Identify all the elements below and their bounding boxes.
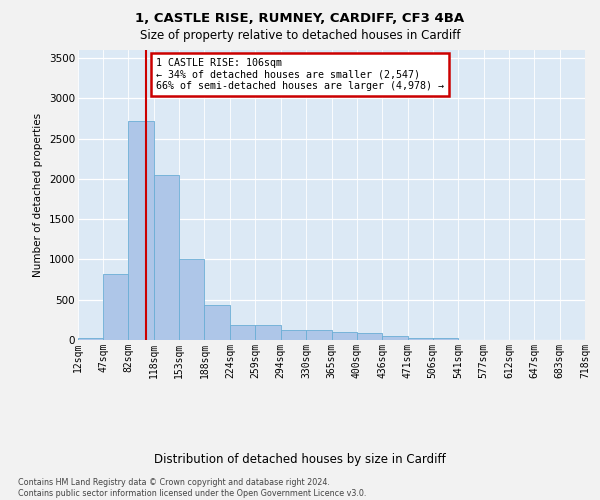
Bar (230, 324, 256, 340)
Bar (407, 338, 433, 340)
Bar (382, 336, 407, 340)
Bar (256, 324, 281, 340)
Text: Distribution of detached houses by size in Cardiff: Distribution of detached houses by size … (154, 452, 446, 466)
Bar (281, 330, 307, 340)
Bar (433, 338, 458, 340)
Text: 1, CASTLE RISE, RUMNEY, CARDIFF, CF3 4BA: 1, CASTLE RISE, RUMNEY, CARDIFF, CF3 4BA (136, 12, 464, 26)
Bar (205, 306, 230, 340)
Y-axis label: Number of detached properties: Number of detached properties (34, 113, 43, 277)
Bar (356, 333, 382, 340)
Bar (307, 330, 331, 340)
Text: Contains HM Land Registry data © Crown copyright and database right 2024.
Contai: Contains HM Land Registry data © Crown c… (18, 478, 367, 498)
Text: 1 CASTLE RISE: 106sqm
← 34% of detached houses are smaller (2,547)
66% of semi-d: 1 CASTLE RISE: 106sqm ← 34% of detached … (155, 58, 443, 92)
Bar (179, 260, 205, 340)
Bar (128, 121, 154, 340)
Text: Size of property relative to detached houses in Cardiff: Size of property relative to detached ho… (140, 29, 460, 42)
Bar (154, 175, 179, 340)
Bar (78, 338, 103, 340)
Bar (331, 332, 356, 340)
Bar (103, 274, 128, 340)
